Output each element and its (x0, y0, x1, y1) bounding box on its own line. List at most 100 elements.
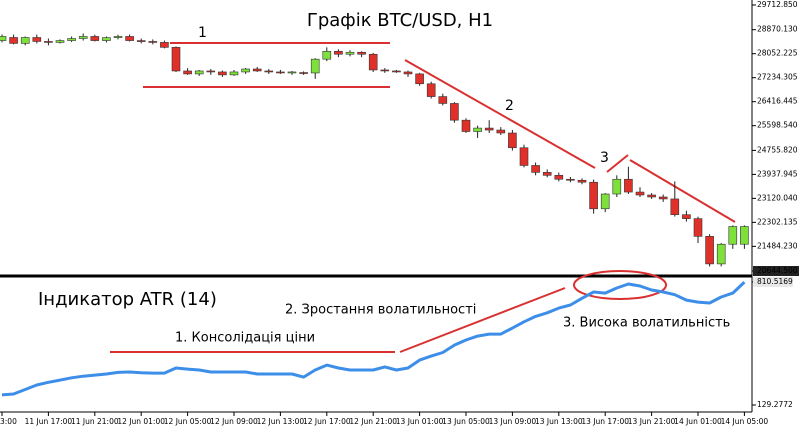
y-tick-label: 25598.540 (757, 121, 798, 130)
annotation-line (629, 159, 736, 223)
candle-body (171, 47, 181, 72)
x-tick-label: 13 Jun 05:00 (442, 417, 490, 426)
x-tick-label: 3:00 (0, 417, 17, 426)
candle-body (20, 37, 30, 44)
y-tick-label: 810.5169 (757, 277, 793, 286)
annotation-lines (110, 42, 736, 353)
candle-body (484, 127, 494, 131)
x-tick-label: 12 Jun 21:00 (349, 417, 397, 426)
candle-body (438, 96, 448, 104)
candle-body (635, 191, 645, 196)
current-value-box (753, 276, 793, 287)
annotation-line (404, 59, 596, 169)
x-tick-label: 12 Jun 17:00 (303, 417, 351, 426)
candle-body (218, 71, 227, 76)
annotation-line (606, 154, 629, 173)
x-tick-label: 13 Jun 21:00 (628, 417, 676, 426)
annotation: 1 (198, 25, 207, 41)
candle-body (287, 71, 297, 74)
candle-body (125, 36, 134, 41)
candle-body (229, 71, 239, 76)
candle-body (415, 73, 424, 85)
annotation: 1. Консолідація ціни (175, 331, 315, 346)
candle-body (206, 70, 216, 73)
candle-body (496, 129, 506, 134)
candle-body (612, 178, 622, 195)
annotation: 3 (600, 150, 609, 166)
y-tick-label: 22302.135 (757, 217, 798, 226)
candle-body (461, 119, 471, 132)
y-tick-label: 27234.305 (757, 73, 798, 82)
annotation-ellipse (573, 270, 667, 300)
candle-body (345, 51, 355, 55)
candle-body (658, 196, 668, 200)
candle-body (67, 38, 76, 41)
candle-body (264, 70, 274, 73)
candle-body (392, 70, 401, 73)
candle-body (426, 83, 436, 97)
candle-body (542, 172, 552, 176)
candle-body (78, 36, 88, 39)
candle-body (44, 41, 53, 43)
annotation-line (399, 287, 566, 353)
candle-body (740, 226, 749, 245)
candle-body (554, 175, 564, 180)
candle-body (148, 41, 158, 43)
candle-body (368, 53, 378, 71)
candle-body (113, 36, 123, 38)
candle-body (624, 178, 633, 193)
candle-body (9, 37, 18, 44)
candle-body (473, 127, 482, 132)
candle-body (508, 132, 517, 149)
candle-body (252, 68, 262, 72)
atr-line (1, 281, 746, 397)
candle-body (136, 40, 146, 42)
candle-body (380, 69, 390, 72)
x-tick-label: 12 Jun 09:00 (210, 417, 258, 426)
candle-body (194, 70, 204, 75)
candle-body (693, 218, 703, 237)
x-tick-label: 11 Jun 21:00 (71, 417, 119, 426)
x-tick-label: 12 Jun 05:00 (164, 417, 212, 426)
chart-title: Графік BTC/USD, H1 (307, 10, 493, 31)
candle-body (32, 37, 42, 42)
x-tick-label: 13 Jun 01:00 (396, 417, 444, 426)
candle-body (310, 58, 320, 74)
candle-body (705, 236, 714, 265)
x-tick-label: 13 Jun 17:00 (581, 417, 629, 426)
y-tick-label: 129.2772 (757, 400, 793, 409)
candle-body (716, 243, 726, 265)
candle-body (90, 36, 100, 41)
y-tick-label: 24755.820 (757, 145, 798, 154)
annotation: 3. Висока волатильність (563, 316, 730, 331)
annotation: 2. Зростання волатильності (285, 303, 476, 318)
candle-body (322, 50, 332, 60)
candle-body (450, 103, 459, 121)
candle-body (566, 178, 575, 181)
x-tick-label: 13 Jun 09:00 (489, 417, 537, 426)
candle-body (334, 50, 343, 55)
x-tick-label: 14 Jun 01:00 (674, 417, 722, 426)
candle-body (241, 68, 250, 73)
x-tick-label: 13 Jun 13:00 (535, 417, 583, 426)
candle-body (357, 51, 366, 55)
current-price-box (753, 265, 799, 276)
candle-body (577, 179, 587, 183)
y-tick-label: 29712.850 (757, 0, 798, 9)
x-tick-label: 12 Jun 13:00 (257, 417, 305, 426)
y-tick-label: 20644.500 (757, 266, 798, 275)
candle-body (0, 36, 7, 41)
y-tick-label: 23120.040 (757, 193, 798, 202)
x-tick-label: 11 Jun 17:00 (25, 417, 73, 426)
candle-body (519, 147, 529, 166)
y-tick-label: 21484.230 (757, 241, 798, 250)
candle-body (589, 181, 598, 210)
candle-body (728, 226, 738, 245)
panel-title: Індикатор ATR (14) (38, 289, 217, 310)
candle-body (183, 70, 192, 75)
candle-body (670, 198, 680, 215)
candle-body (682, 214, 691, 219)
y-tick-label: 23937.945 (757, 169, 798, 178)
y-tick-label: 26416.445 (757, 97, 798, 106)
